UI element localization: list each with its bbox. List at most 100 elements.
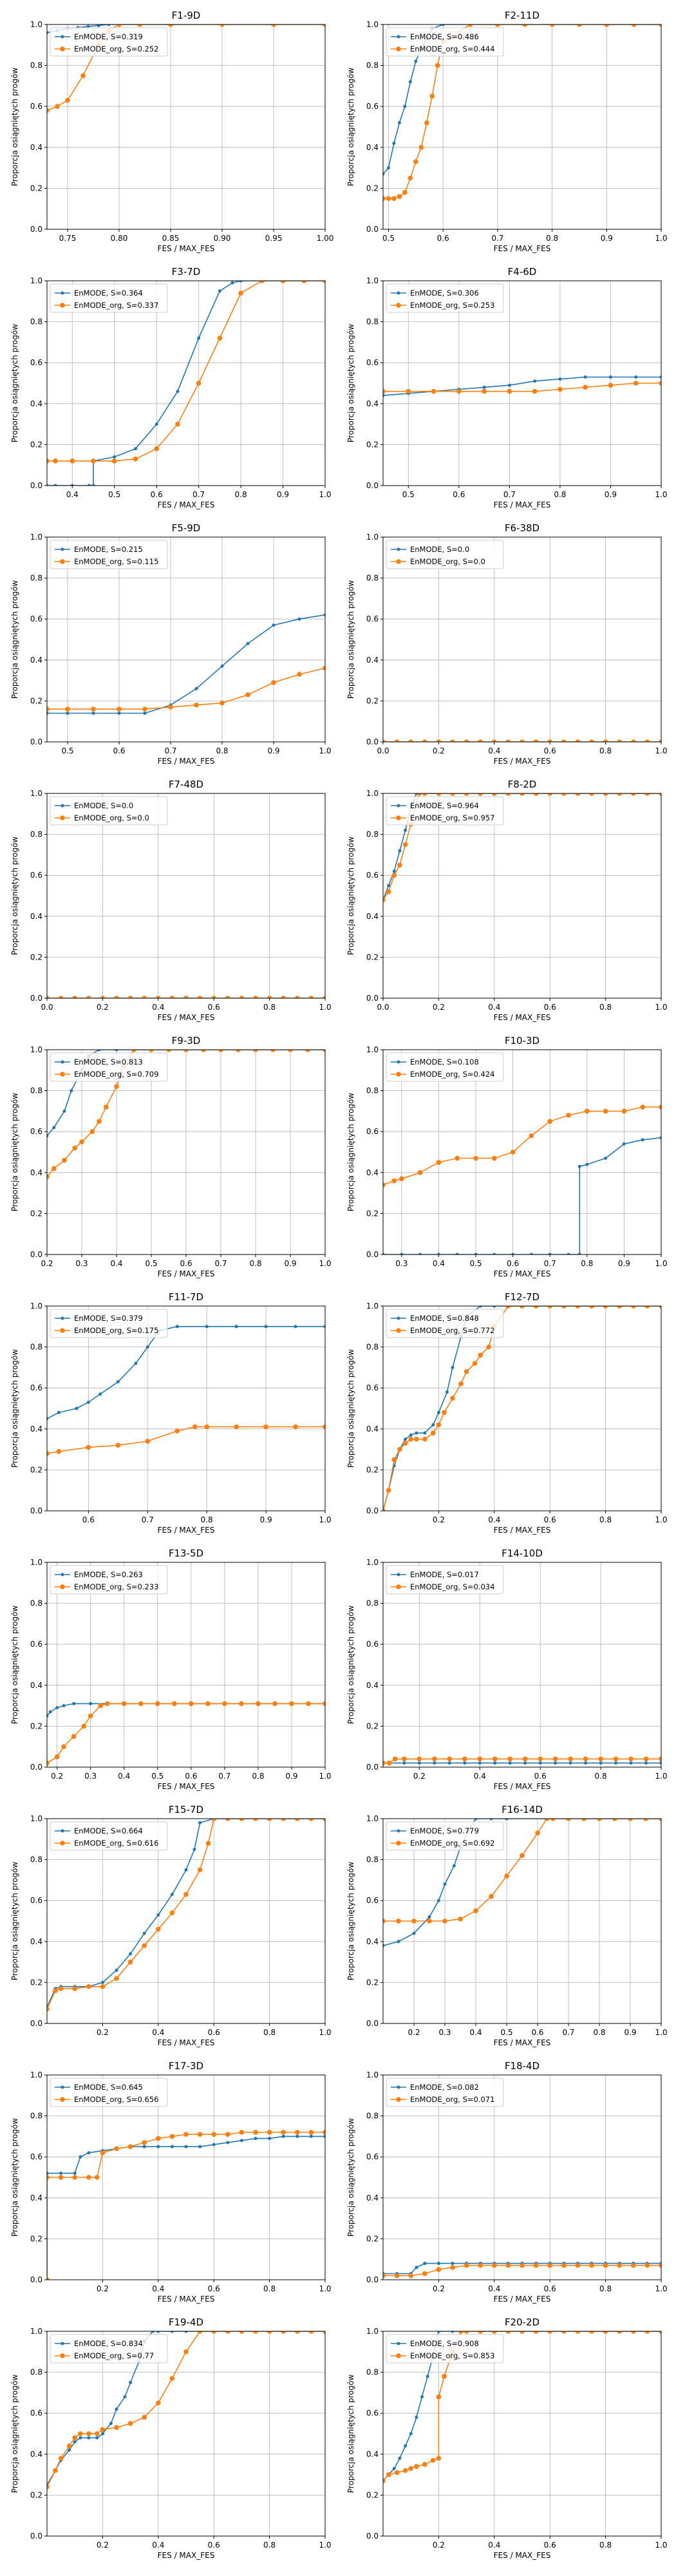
y-tick-label: 0.2 — [366, 1209, 379, 1218]
data-point — [253, 1819, 258, 1821]
legend-swatch-marker — [60, 2353, 65, 2358]
series-enmode-org — [383, 381, 661, 394]
x-tick-label: 0.85 — [162, 234, 180, 243]
data-point — [70, 459, 75, 464]
data-point — [458, 2331, 464, 2334]
data-point — [226, 2141, 230, 2145]
data-point — [94, 2175, 100, 2180]
x-tick-label: 1.0 — [319, 1772, 331, 1781]
y-tick-label: 0.0 — [366, 994, 379, 1003]
y-tick-label: 0.4 — [366, 1937, 379, 1946]
y-axis-label: Proporcja osiągniętych progów — [10, 1349, 19, 1468]
data-point — [643, 1756, 649, 1762]
data-point — [603, 793, 608, 796]
x-tick-label: 1.0 — [655, 2284, 667, 2293]
legend-entry: EnMODE_org, S=0.175 — [74, 1326, 158, 1335]
data-point — [323, 1701, 325, 1707]
data-point — [72, 996, 77, 998]
legend: EnMODE, S=0.0 EnMODE_org, S=0.0 — [50, 796, 168, 826]
y-tick-label: 0.6 — [30, 1640, 42, 1649]
data-point — [308, 2130, 314, 2135]
series-enmode-org — [47, 996, 325, 998]
plot-frame — [382, 2331, 662, 2537]
y-axis-label: Proporcja osiągniętych progów — [10, 580, 19, 699]
y-axis-label: Proporcja osiągniętych progów — [10, 2118, 19, 2237]
data-point — [628, 1756, 634, 1762]
legend-entry: EnMODE_org, S=0.709 — [74, 1070, 158, 1079]
plot-frame — [46, 1305, 326, 1511]
y-tick-label: 0.0 — [30, 1250, 42, 1259]
data-point — [156, 2400, 161, 2406]
x-tick-label: 0.4 — [474, 1772, 486, 1781]
data-point — [154, 446, 159, 451]
data-point — [558, 386, 563, 392]
data-point — [47, 484, 49, 486]
y-tick-label: 0.6 — [30, 1127, 42, 1136]
data-point — [91, 711, 95, 715]
data-point — [659, 2331, 661, 2334]
series-line — [383, 1758, 661, 1764]
x-tick-label: 0.95 — [265, 234, 283, 243]
data-point — [404, 2444, 408, 2448]
data-point — [218, 289, 221, 293]
data-point — [631, 739, 636, 742]
chart-f7-48d: 0.0 0.2 0.4 0.6 0.8 1.0 0.0 0.2 0.4 0.6 0.8 1.0 F7-4… — [10, 779, 332, 1022]
data-point — [392, 1756, 398, 1762]
y-tick-label: 0.4 — [366, 1425, 379, 1434]
data-point — [432, 1756, 437, 1762]
legend-box — [386, 2334, 504, 2363]
data-point — [391, 1457, 397, 1463]
data-point — [107, 24, 111, 26]
data-point — [225, 996, 230, 998]
data-point — [239, 2130, 245, 2135]
x-tick-label: 0.4 — [110, 1259, 122, 1268]
data-point — [659, 375, 661, 379]
series-line — [383, 2331, 661, 2481]
data-point — [567, 1253, 570, 1255]
data-point — [114, 996, 119, 998]
data-point — [204, 1424, 209, 1430]
data-point — [236, 1050, 241, 1052]
series-line — [47, 2132, 325, 2280]
data-point — [156, 1913, 160, 1917]
y-axis-label: Proporcja osiągniętych progów — [346, 580, 355, 699]
data-point — [383, 2273, 386, 2278]
data-point — [397, 1940, 400, 1944]
data-point — [391, 873, 397, 878]
chart-title: F17-3D — [169, 2060, 203, 2072]
data-point — [402, 1756, 407, 1762]
data-point — [47, 2175, 50, 2180]
data-point — [403, 104, 407, 108]
data-point — [239, 281, 243, 283]
data-point — [450, 1396, 455, 1401]
data-point — [323, 24, 325, 27]
data-point — [47, 2484, 50, 2490]
legend-swatch-marker — [397, 2085, 400, 2089]
data-point — [295, 2130, 300, 2135]
data-point — [383, 196, 386, 202]
data-point — [402, 2468, 408, 2474]
x-tick-label: 0.5 — [145, 1259, 157, 1268]
y-tick-label: 1.0 — [30, 276, 42, 285]
series-enmode — [47, 1701, 325, 1718]
data-point — [47, 2172, 49, 2175]
data-point — [58, 2175, 64, 2180]
series-line — [47, 281, 325, 486]
data-point — [474, 1819, 478, 1821]
data-point — [427, 1915, 431, 1919]
y-axis-label: Proporcja osiągniętych progów — [10, 2374, 19, 2493]
x-tick-label: 0.8 — [216, 746, 228, 755]
data-point — [548, 1253, 552, 1255]
series-enmode-org — [47, 665, 325, 712]
x-tick-label: 0.4 — [488, 1003, 500, 1012]
data-point — [566, 1112, 571, 1118]
data-point — [211, 2331, 216, 2334]
data-point — [225, 2331, 230, 2334]
data-point — [94, 2431, 100, 2436]
y-axis-label: Proporcja osiągniętych progów — [346, 2118, 355, 2237]
y-tick-label: 0.8 — [366, 2112, 379, 2121]
legend-entry: EnMODE, S=0.0 — [410, 545, 469, 554]
data-point — [383, 1760, 386, 1766]
y-tick-label: 0.0 — [366, 2019, 379, 2028]
plot-frame — [382, 1049, 662, 1255]
